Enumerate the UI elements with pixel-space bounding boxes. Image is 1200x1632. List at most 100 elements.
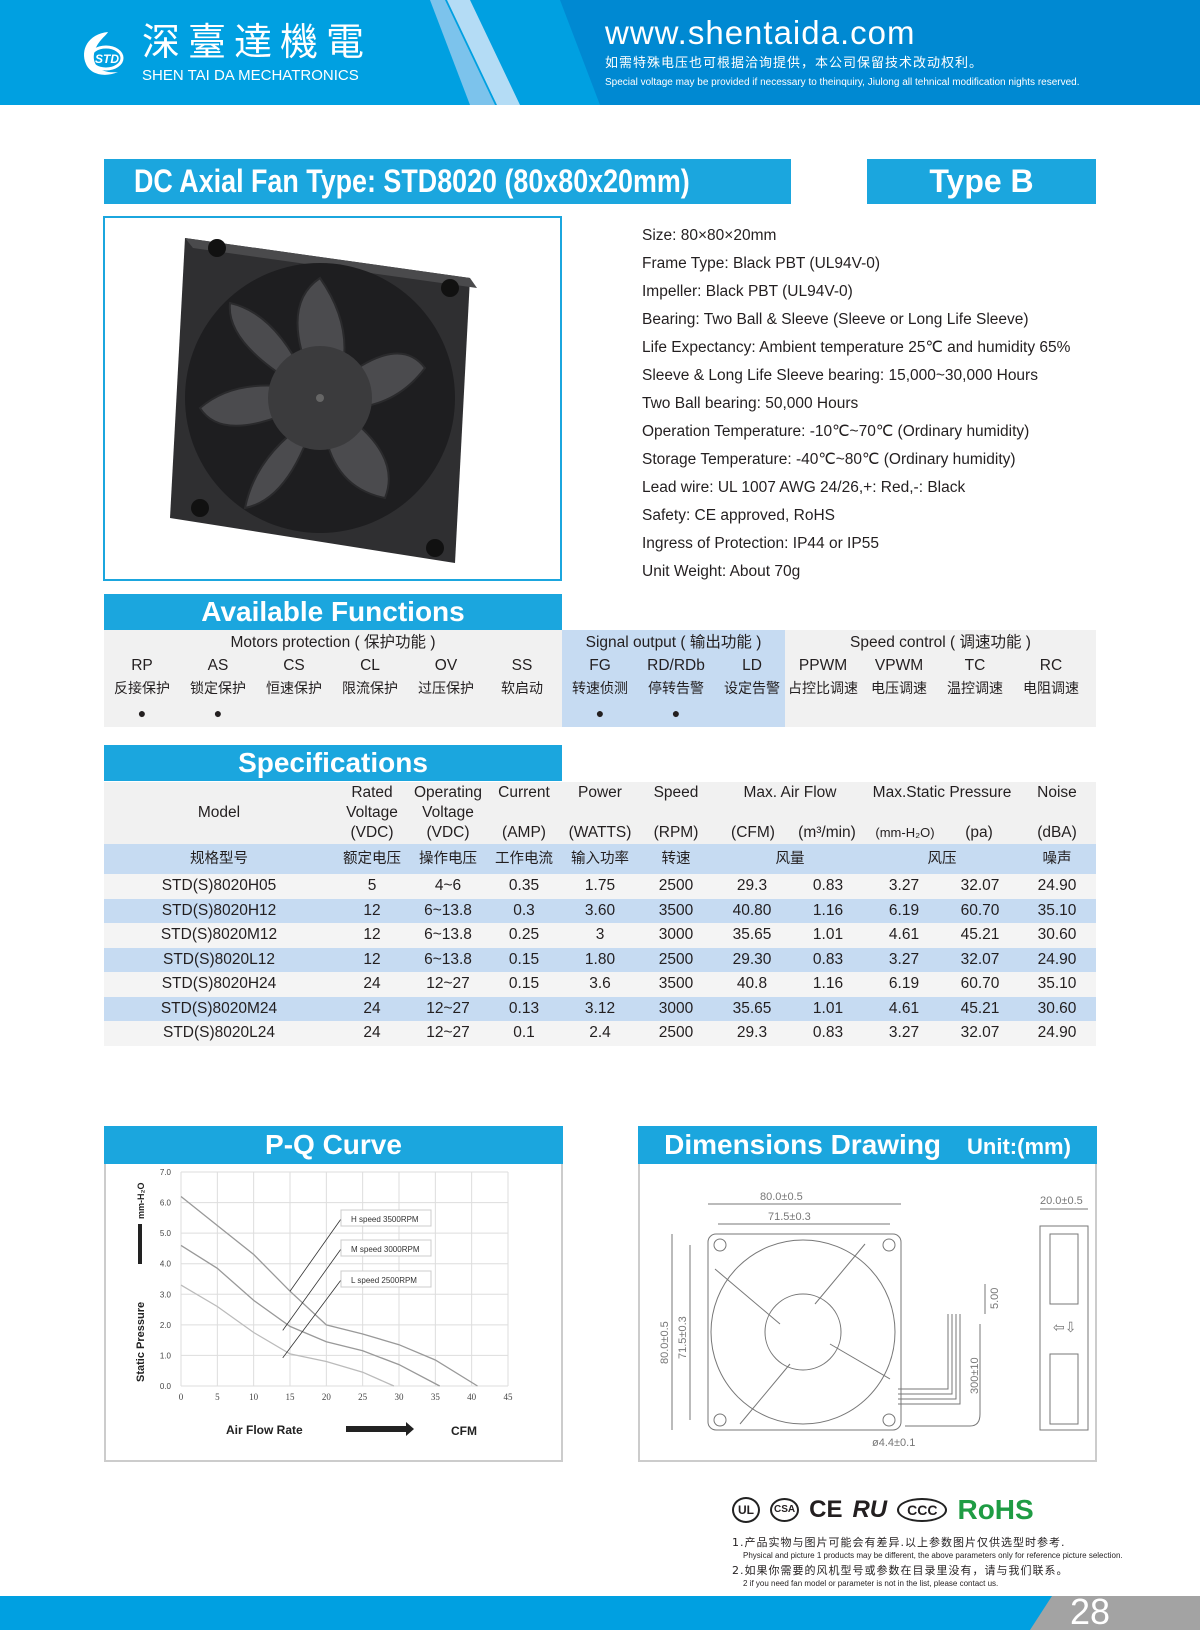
function-code: AS <box>207 657 229 674</box>
table-cell: 12 <box>334 923 410 948</box>
table-cell: 6.19 <box>866 898 942 923</box>
certifications: UL CSA CE RU CCC RoHS <box>732 1492 1034 1528</box>
series-label-box <box>340 1209 432 1227</box>
table-cell: 2500 <box>638 1021 714 1046</box>
table-cell: STD(S)8020L12 <box>104 947 334 972</box>
function-code: PPWM <box>798 657 848 674</box>
dimensions-heading: Dimensions Drawing Unit:(mm) <box>638 1126 1097 1164</box>
spec-item: Operation Temperature: -10℃~70℃ (Ordinar… <box>642 423 1030 440</box>
table-cell: 40.8 <box>714 972 790 997</box>
y-tick-label: 5.0 <box>160 1229 172 1238</box>
function-item: RC 电阻调速 <box>1013 656 1089 722</box>
product-title: DC Axial Fan Type: STD8020 (80x80x20mm) <box>134 163 690 199</box>
table-cell: 12 <box>334 898 410 923</box>
spec-item: Ingress of Protection: IP44 or IP55 <box>642 535 879 552</box>
table-cell: 3.6 <box>562 972 638 997</box>
function-item: SS 软启动 <box>484 656 560 722</box>
x-tick-label: 10 <box>249 1392 259 1402</box>
svg-text:STD: STD <box>95 52 119 66</box>
table-cell: STD(S)8020H24 <box>104 972 334 997</box>
function-cn: 温控调速 <box>947 681 1003 697</box>
function-item: RP 反接保护 ● <box>104 656 180 722</box>
header-cn-cell: 工作电流 <box>486 844 562 874</box>
table-cell: 0.83 <box>790 1021 866 1046</box>
website-url[interactable]: www.shentaida.com <box>605 14 916 51</box>
function-cn: 限流保护 <box>342 681 398 697</box>
notice-en: Special voltage may be provided if neces… <box>605 77 1080 88</box>
header-cn-cell: 规格型号 <box>104 844 334 874</box>
series-pointer-arrow <box>289 1218 342 1292</box>
table-cell: 6.19 <box>866 972 942 997</box>
dim-inner-width: 71.5±0.3 <box>768 1211 811 1223</box>
ccc-cert-icon: CCC <box>897 1498 948 1522</box>
function-code: OV <box>434 657 458 674</box>
table-cell: 24 <box>334 1021 410 1046</box>
table-cell: 40.80 <box>714 898 790 923</box>
table-cell: 3 <box>562 923 638 948</box>
function-code: TC <box>964 657 986 674</box>
table-row: STD(S)8020L12 12 6~13.8 0.15 1.80 2500 29.30 0.… <box>104 947 1096 972</box>
table-cell: 3.27 <box>866 874 942 899</box>
function-item: CS 恒速保护 <box>256 656 332 722</box>
series-label-box <box>340 1270 432 1288</box>
table-cell: 1.01 <box>790 923 866 948</box>
table-cell: STD(S)8020H12 <box>104 898 334 923</box>
table-cell: 0.13 <box>486 996 562 1021</box>
table-row: STD(S)8020H12 12 6~13.8 0.3 3.60 3500 40.80 1.1… <box>104 898 1096 923</box>
table-cell: 4.61 <box>866 996 942 1021</box>
product-title-bar: DC Axial Fan Type: STD8020 (80x80x20mm) <box>104 159 791 204</box>
table-cell: 4.61 <box>866 923 942 948</box>
notice-cn: 如需特殊电压也可根据洽询提供，本公司保留技术改动权利。 <box>605 56 984 71</box>
table-cell: 12 <box>334 947 410 972</box>
function-cn: 过压保护 <box>418 681 474 697</box>
spec-item: Life Expectancy: Ambient temperature 25℃… <box>642 339 1071 356</box>
table-cell: 12~27 <box>410 996 486 1021</box>
specifications-heading: Specifications <box>104 745 562 781</box>
table-cell: 3000 <box>638 923 714 948</box>
header-cn-cell: 风压 <box>866 844 1018 874</box>
function-code: SS <box>511 657 533 674</box>
x-tick-label: 25 <box>358 1392 368 1402</box>
y-axis-unit: mm-H₂O <box>136 1182 146 1219</box>
function-item: RD/RDb 停转告警 ● <box>638 656 714 722</box>
table-cell: 1.80 <box>562 947 638 972</box>
page-footer <box>0 1596 1200 1630</box>
dimensions-panel: Dimensions Drawing Unit:(mm) 80.0±0.5 71.… <box>638 1126 1097 1462</box>
table-cell: 0.3 <box>486 898 562 923</box>
table-cell: 30.60 <box>1018 996 1096 1021</box>
y-tick-label: 0.0 <box>160 1382 172 1391</box>
function-supported-bullet <box>256 704 332 722</box>
header-cn-cell: 转速 <box>638 844 714 874</box>
table-cell: 12~27 <box>410 972 486 997</box>
table-cell: 3500 <box>638 898 714 923</box>
table-row: STD(S)8020L24 24 12~27 0.1 2.4 2500 29.3 0.83 3.… <box>104 1021 1096 1046</box>
specifications-table: Model Rated Voltage (VDC) Operating Volt… <box>104 782 1096 1046</box>
table-header-en: Model Rated Voltage (VDC) Operating Volt… <box>104 782 1096 844</box>
y-tick-label: 2.0 <box>160 1321 172 1330</box>
spec-item: Bearing: Two Ball & Sleeve (Sleeve or Lo… <box>642 311 1029 328</box>
series-pointer-arrow <box>282 1248 342 1331</box>
series-label: L speed 2500RPM <box>351 1276 417 1285</box>
table-cell: 32.07 <box>942 874 1018 899</box>
header-cn-cell: 风量 <box>714 844 866 874</box>
table-row: STD(S)8020M24 24 12~27 0.13 3.12 3000 35.65 1.0… <box>104 996 1096 1021</box>
std-logo-icon: STD <box>84 32 124 75</box>
x-tick-label: 45 <box>504 1392 514 1402</box>
table-cell: 3500 <box>638 972 714 997</box>
function-code: CS <box>283 657 305 674</box>
fan-image <box>170 238 477 563</box>
note-2-cn: 2.如果你需要的风机型号或参数在目录里没有，请与我们联系。 <box>732 1564 1069 1577</box>
function-cn: 电压调速 <box>871 681 927 697</box>
x-axis-arrow-icon <box>346 1422 414 1436</box>
spec-item: Sleeve & Long Life Sleeve bearing: 15,00… <box>642 367 1038 384</box>
table-cell: STD(S)8020H05 <box>104 874 334 899</box>
table-cell: 6~13.8 <box>410 898 486 923</box>
table-cell: 24.90 <box>1018 874 1096 899</box>
function-group-label: Signal output ( 输出功能 ) <box>585 634 762 651</box>
table-cell: 0.25 <box>486 923 562 948</box>
table-cell: 2500 <box>638 947 714 972</box>
table-cell: 2.4 <box>562 1021 638 1046</box>
table-cell: 32.07 <box>942 947 1018 972</box>
col-power: Power (WATTS) <box>562 782 638 844</box>
header-cn-cell: 输入功率 <box>562 844 638 874</box>
